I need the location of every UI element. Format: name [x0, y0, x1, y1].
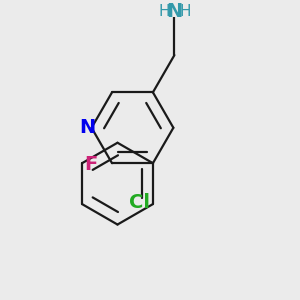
Text: N: N: [166, 2, 182, 21]
Text: H: H: [158, 4, 169, 19]
Text: F: F: [84, 155, 98, 174]
Text: N: N: [79, 118, 95, 137]
Text: Cl: Cl: [129, 193, 150, 212]
Text: H: H: [179, 4, 191, 19]
